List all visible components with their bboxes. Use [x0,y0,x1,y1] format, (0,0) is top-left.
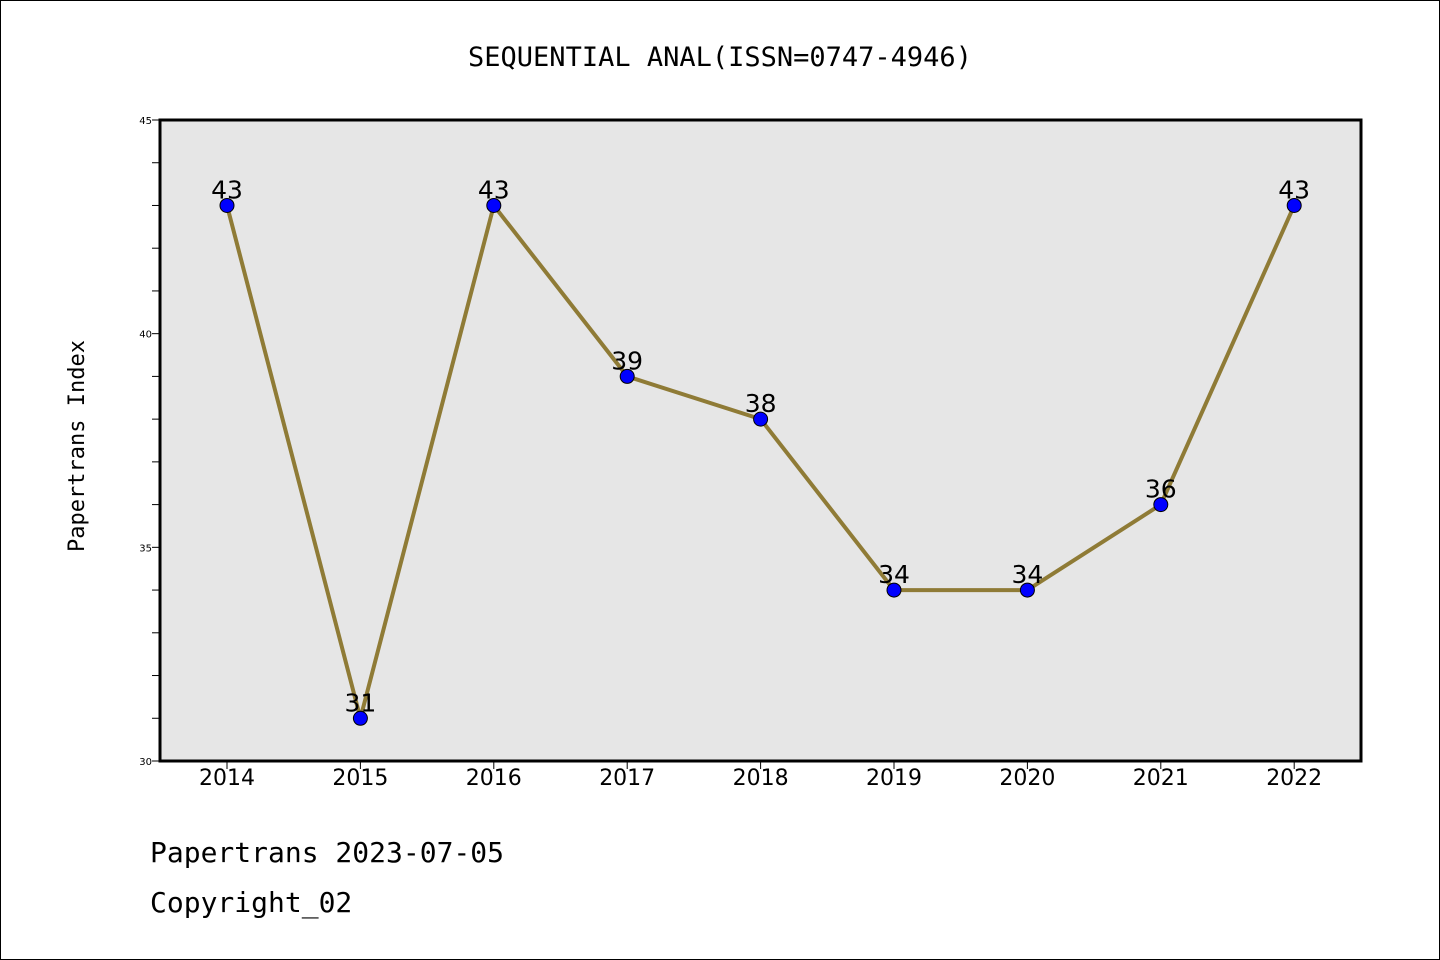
footer-copyright: Copyright_02 [150,886,353,919]
data-point [753,411,769,427]
data-label: 36 [1145,475,1177,504]
data-point [1153,497,1169,513]
series-markers [219,197,1302,726]
x-tick-label: 2021 [1133,766,1189,791]
chart-title: SEQUENTIAL ANAL(ISSN=0747-4946) [468,42,972,73]
data-label: 39 [611,346,643,375]
x-tick-label: 2022 [1266,766,1322,791]
data-point [886,582,902,598]
data-point [619,368,635,384]
y-axis-label: Papertrans Index [65,340,90,552]
data-label: 31 [344,688,376,717]
x-tick-label: 2019 [866,766,922,791]
x-tick-label: 2014 [199,766,255,791]
y-tick-label: 40 [139,330,152,341]
x-axis: 2014 2015 2016 2017 2018 2019 2020 2021 2022 [199,761,1322,791]
plot-area [158,118,1363,763]
x-tick-label: 2020 [999,766,1055,791]
y-tick-label: 30 [139,757,152,768]
data-label: 34 [1011,560,1043,589]
y-tick-label: 35 [139,543,152,554]
x-tick-label: 2017 [599,766,655,791]
y-axis: 30 35 40 45 [139,116,160,768]
y-tick-label: 45 [139,116,152,127]
data-label: 34 [878,560,910,589]
data-point [1019,582,1035,598]
data-point [1286,197,1302,213]
x-tick-label: 2016 [466,766,522,791]
data-point [486,197,502,213]
data-point [352,710,368,726]
data-label: 43 [478,175,510,204]
data-point [219,197,235,213]
x-tick-label: 2018 [733,766,789,791]
data-label: 43 [1278,175,1310,204]
data-label: 43 [211,175,243,204]
x-tick-label: 2015 [332,766,388,791]
footer-date: Papertrans 2023-07-05 [150,836,505,869]
data-label: 38 [745,389,777,418]
data-labels: 43 31 43 39 38 34 34 36 43 [211,175,1310,717]
